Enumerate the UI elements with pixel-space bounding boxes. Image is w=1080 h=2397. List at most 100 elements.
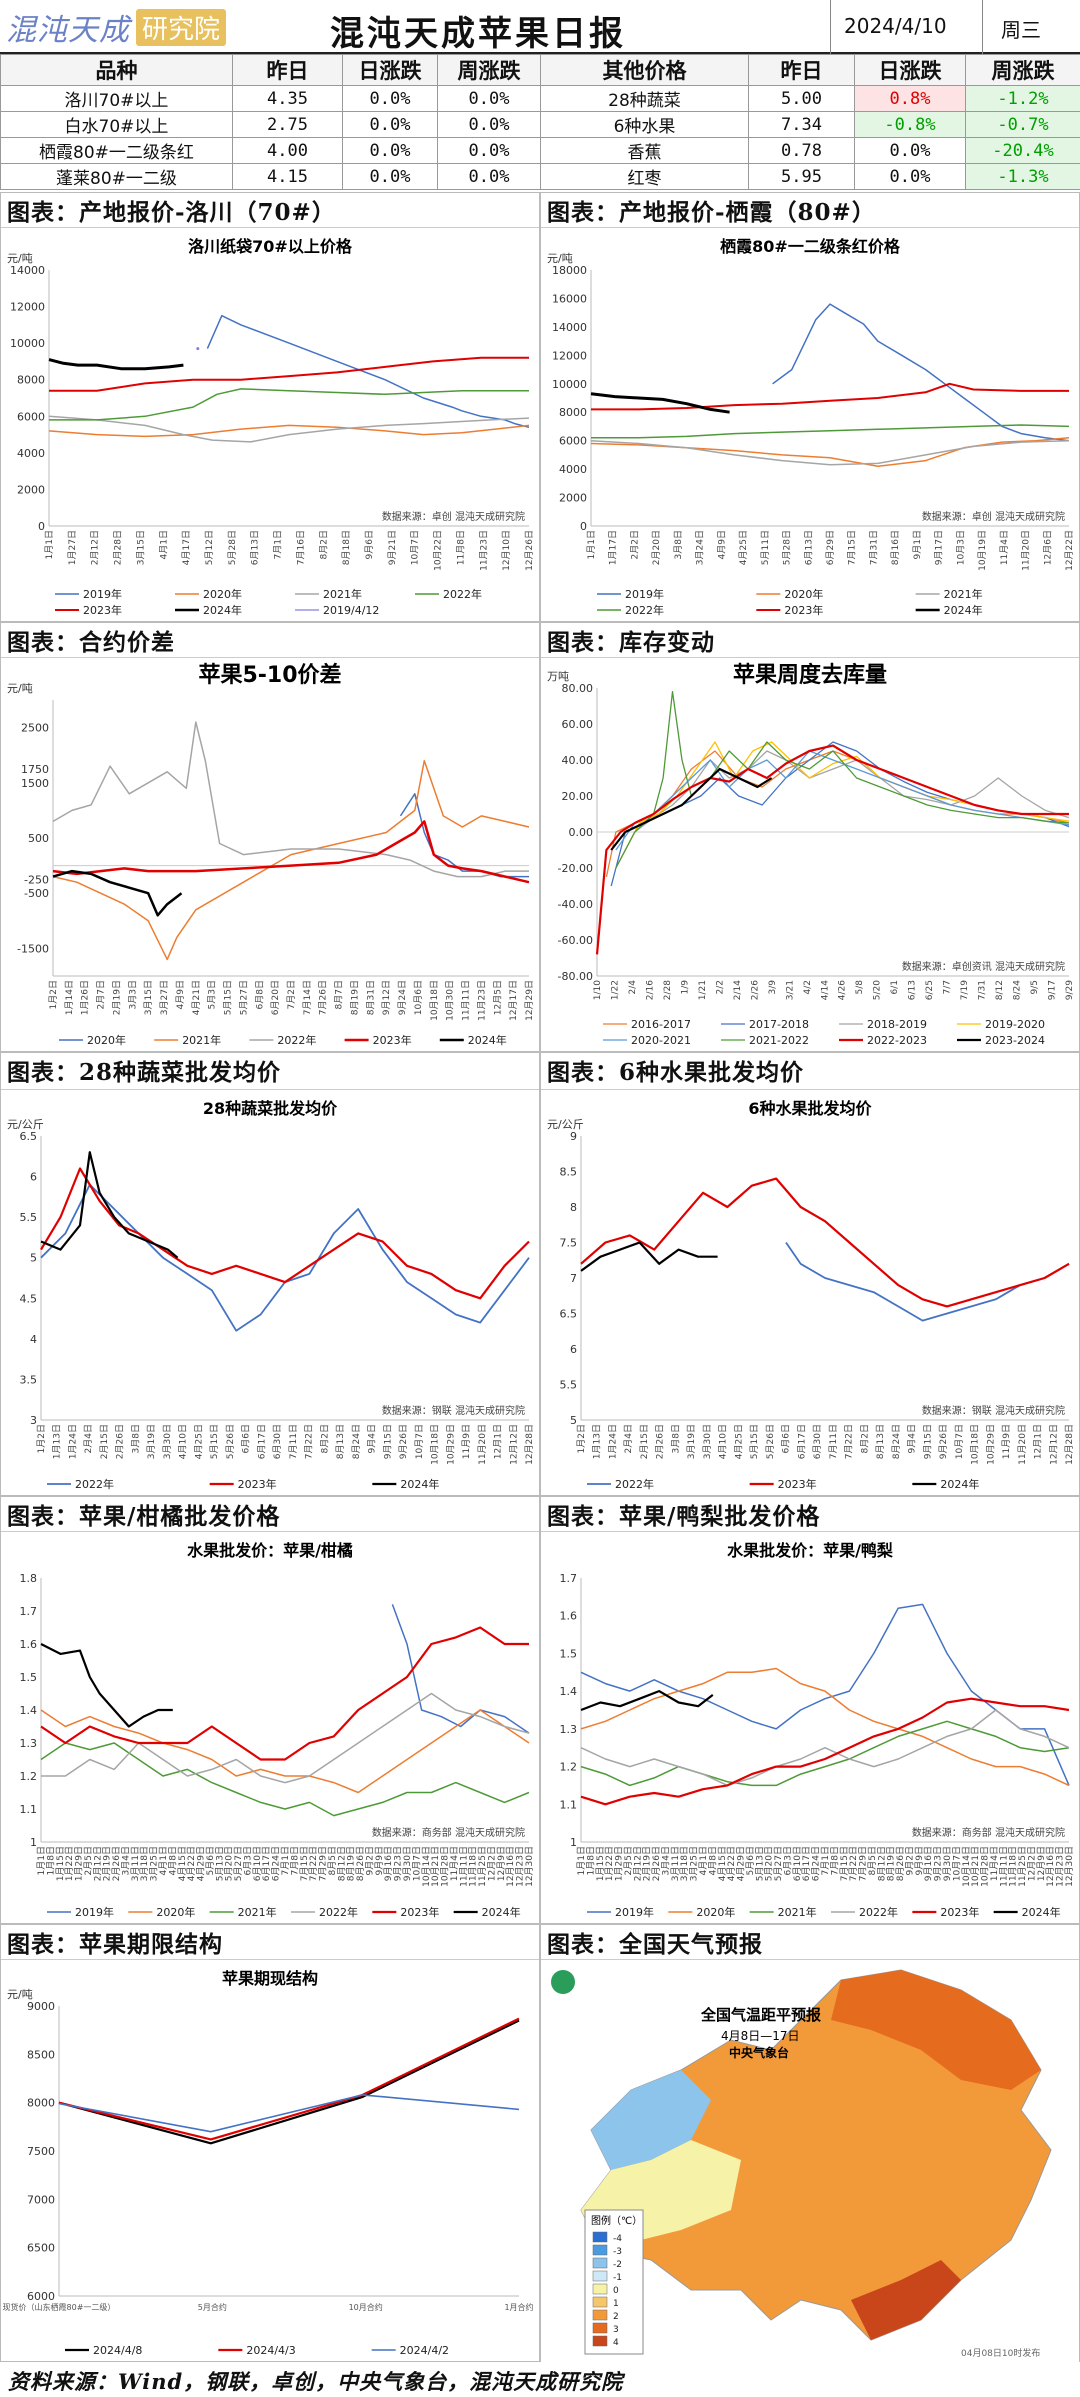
y-tick-label: 9000 <box>27 2000 55 2013</box>
weather-legend-title: 图例（℃） <box>591 2214 642 2227</box>
table-cell: 0.0% <box>437 137 541 164</box>
x-tick-label: 10月6日 <box>413 980 424 1015</box>
x-tick-label: 7月15日 <box>839 1846 850 1881</box>
x-tick-label: 2月15日 <box>99 1424 110 1459</box>
chart-source-note: 数据来源：卓创资讯 混沌天成研究院 <box>902 960 1065 973</box>
x-tick-label: 6月13日 <box>250 530 261 565</box>
y-tick-label: 14000 <box>552 321 587 334</box>
x-tick-label: 2月15日 <box>639 1424 650 1459</box>
x-tick-label: 12月2日 <box>486 1846 497 1881</box>
y-tick-label: 2000 <box>17 483 45 496</box>
x-tick-label: 7月22日 <box>304 1424 315 1459</box>
x-tick-label: 4月15日 <box>177 1846 188 1881</box>
x-tick-label: 5/20 <box>873 980 883 1000</box>
chart-title: 28种蔬菜批发均价 <box>203 1099 338 1118</box>
x-tick-label: 8月26日 <box>355 1846 366 1881</box>
series-line <box>41 1692 530 1784</box>
x-tick-label: 6月17日 <box>801 1846 812 1881</box>
x-tick-label: 11月4日 <box>989 1846 1000 1881</box>
x-tick-label: 2/26 <box>750 980 760 1000</box>
x-tick-label: 2月12日 <box>90 530 101 565</box>
x-tick-label: 4月25日 <box>733 1424 744 1459</box>
y-tick-label: 6500 <box>27 2242 55 2255</box>
table-cell: 28种蔬菜 <box>540 85 749 112</box>
x-tick-label: 12月9日 <box>1036 1846 1047 1881</box>
x-tick-label: 4月1日 <box>698 1846 709 1875</box>
y-tick-label: -20.00 <box>558 862 593 875</box>
chart-source-note: 数据来源：钢联 混沌天成研究院 <box>382 1404 525 1417</box>
col-header: 周涨跌 <box>965 54 1080 86</box>
y-tick-label: 7500 <box>27 2145 55 2158</box>
x-tick-label: 2月19日 <box>642 1846 653 1881</box>
table-row: 洛川70#以上 4.35 0.0% 0.0% 28种蔬菜 5.00 0.8% -… <box>0 85 1080 112</box>
x-tick-label: 12月2日 <box>1026 1846 1037 1881</box>
col-header: 昨日 <box>748 54 855 86</box>
table-cell: 0.0% <box>437 163 541 190</box>
panel-inventory: 图表：库存变动 苹果周度去库量 万吨 -80.00 -60.00 -40.00 -20.0… <box>540 622 1080 1052</box>
legend-color-box <box>592 2231 608 2243</box>
legend-label: 2022年 <box>75 1477 114 1491</box>
cma-logo-icon <box>551 1970 575 1994</box>
x-tick-label: 1月1日 <box>576 1846 587 1875</box>
x-tick-label: 12月10日 <box>501 530 512 571</box>
table-cell: 0.78 <box>748 137 855 164</box>
x-tick-label: 5月27日 <box>238 980 249 1015</box>
y-tick-label: -500 <box>24 887 49 900</box>
x-tick-label: 9月15日 <box>922 1424 933 1459</box>
x-tick-label: 8月18日 <box>341 530 352 565</box>
series-line <box>52 820 530 884</box>
x-tick-label: 5月27日 <box>233 1846 244 1881</box>
y-axis-unit: 元/公斤 <box>547 1118 584 1131</box>
x-tick-label: 6月30日 <box>272 1424 283 1459</box>
y-tick-label: -60.00 <box>558 934 593 947</box>
series-line <box>49 356 529 392</box>
legend-label: 2019年 <box>75 1905 114 1919</box>
legend-label: 2022年 <box>859 1905 898 1919</box>
x-tick-label: 10月28日 <box>980 1846 991 1887</box>
chart-source-note: 数据来源：钢联 混沌天成研究院 <box>922 1404 1065 1417</box>
legend-label: 2024/4/2 <box>400 2344 449 2357</box>
x-tick-label: 6月17日 <box>256 1424 267 1459</box>
x-tick-label: 12月1日 <box>1033 1424 1044 1459</box>
x-tick-label: 8月31日 <box>365 980 376 1015</box>
x-tick-label: 9月6日 <box>364 530 375 559</box>
y-tick-label: 6.5 <box>20 1130 38 1143</box>
x-tick-label: 5月13日 <box>214 1846 225 1881</box>
series-line <box>48 358 184 371</box>
legend-label: 2024年 <box>203 603 242 617</box>
x-tick-label: 7月8日 <box>829 1846 840 1875</box>
x-tick-label: 9月30日 <box>402 1846 413 1881</box>
y-tick-label: 5 <box>570 1414 577 1427</box>
table-cell: 白水70#以上 <box>0 111 233 138</box>
series-line <box>785 1241 1070 1322</box>
x-tick-label: 11月4日 <box>999 530 1010 565</box>
panel-qixia: 图表：产地报价-栖霞（80#） 栖霞80#一二级条红价格 元/吨 0 2000 4000… <box>540 192 1080 622</box>
x-tick-label: 11月25日 <box>477 1846 488 1887</box>
legend-label: 2023年 <box>784 603 823 617</box>
legend-label: 2023年 <box>373 1033 412 1047</box>
series-line <box>58 2017 520 2141</box>
panel-spread: 图表：合约价差 苹果5-10价差 元/吨 -1500 -500 500 1500 2500 -… <box>0 622 540 1052</box>
panel-title: 图表：6种水果批发均价 <box>547 1059 805 1086</box>
x-tick-label: 11月11日 <box>461 980 472 1021</box>
x-tick-label: 6月24日 <box>271 1846 282 1881</box>
x-tick-label: 1/21 <box>698 980 708 1000</box>
y-tick-label: 1.3 <box>560 1723 578 1736</box>
series-line <box>580 1690 714 1712</box>
x-tick-label: 2月26日 <box>651 1846 662 1881</box>
x-tick-label: 4/26 <box>838 980 848 1000</box>
x-tick-label: 9月16日 <box>923 1846 934 1881</box>
legend-value: 2 <box>613 2312 619 2322</box>
x-tick-label: 9月21日 <box>387 530 398 565</box>
y-tick-label: 2500 <box>21 722 49 735</box>
x-tick-label: 2月26日 <box>111 1846 122 1881</box>
x-tick-label: 7月14日 <box>302 980 313 1015</box>
panel-luochuan: 图表：产地报价-洛川（70#） 洛川纸袋70#以上价格 元/吨 0 2000 4000 6… <box>0 192 540 622</box>
x-tick-label: 7月15日 <box>847 530 858 565</box>
x-tick-label: 3月11日 <box>130 1846 141 1881</box>
legend-label: 2019年 <box>625 587 664 601</box>
x-tick-label: 2月26日 <box>115 1424 126 1459</box>
x-tick-label: 4月17日 <box>181 530 192 565</box>
